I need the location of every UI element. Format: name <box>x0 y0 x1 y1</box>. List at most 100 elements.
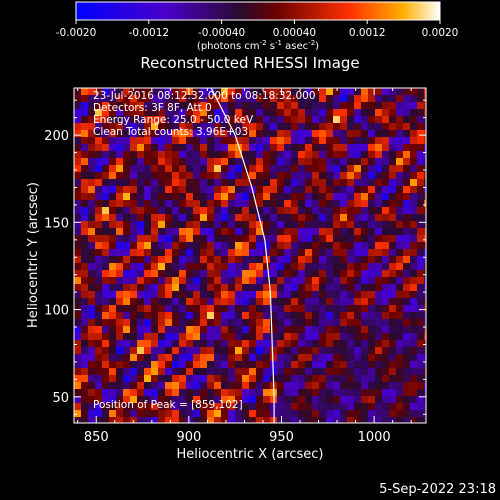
heatmap-cell <box>242 382 250 390</box>
heatmap-cell <box>193 102 201 110</box>
heatmap-cell <box>298 375 306 383</box>
heatmap-cell <box>186 319 194 327</box>
heatmap-cell <box>326 102 334 110</box>
heatmap-cell <box>102 354 110 362</box>
heatmap-cell <box>74 340 82 348</box>
heatmap-cell <box>291 116 299 124</box>
heatmap-cell <box>221 123 229 131</box>
heatmap-cell <box>165 305 173 313</box>
heatmap-cell <box>354 396 362 404</box>
heatmap-cell <box>312 333 320 341</box>
heatmap-cell <box>123 242 131 250</box>
heatmap-cell <box>130 207 138 215</box>
heatmap-cell <box>137 242 145 250</box>
heatmap-cell <box>256 172 264 180</box>
heatmap-cell <box>109 319 117 327</box>
heatmap-cell <box>151 242 159 250</box>
heatmap-cell <box>137 137 145 145</box>
heatmap-cell <box>354 214 362 222</box>
heatmap-cell <box>389 151 397 159</box>
heatmap-cell <box>228 340 236 348</box>
heatmap-cell <box>116 228 124 236</box>
heatmap-cell <box>263 130 271 138</box>
heatmap-cell <box>186 382 194 390</box>
heatmap-cell <box>298 284 306 292</box>
heatmap-cell <box>284 179 292 187</box>
heatmap-cell <box>424 193 426 201</box>
heatmap-cell <box>116 368 124 376</box>
heatmap-cell <box>81 305 89 313</box>
heatmap-cell <box>424 277 426 285</box>
heatmap-cell <box>81 88 89 96</box>
heatmap-cell <box>319 396 327 404</box>
heatmap-cell <box>172 214 180 222</box>
heatmap-cell <box>137 333 145 341</box>
heatmap-cell <box>74 333 82 341</box>
heatmap-cell <box>158 256 166 264</box>
heatmap-cell <box>375 277 383 285</box>
heatmap-cell <box>333 396 341 404</box>
heatmap-cell <box>270 263 278 271</box>
heatmap-cell <box>102 319 110 327</box>
heatmap-cell <box>144 305 152 313</box>
heatmap-cell <box>74 123 82 131</box>
heatmap-cell <box>200 88 208 96</box>
heatmap-cell <box>403 207 411 215</box>
heatmap-cell <box>207 326 215 334</box>
heatmap-cell <box>403 277 411 285</box>
heatmap-cell <box>179 214 187 222</box>
heatmap-cell <box>158 284 166 292</box>
heatmap-cell <box>368 284 376 292</box>
heatmap-cell <box>410 193 418 201</box>
heatmap-cell <box>228 333 236 341</box>
heatmap-cell <box>151 130 159 138</box>
heatmap-cell <box>284 270 292 278</box>
heatmap-cell <box>396 361 404 369</box>
heatmap-cell <box>249 347 257 355</box>
heatmap-cell <box>326 151 334 159</box>
heatmap-cell <box>95 368 103 376</box>
heatmap-cell <box>165 396 173 404</box>
heatmap-cell <box>165 116 173 124</box>
heatmap-cell <box>298 95 306 103</box>
heatmap-cell <box>375 410 383 418</box>
heatmap-cell <box>263 88 271 96</box>
heatmap-cell <box>74 221 82 229</box>
heatmap-cell <box>235 214 243 222</box>
heatmap-cell <box>102 144 110 152</box>
heatmap-cell <box>389 389 397 397</box>
heatmap-cell <box>249 179 257 187</box>
heatmap-cell <box>312 242 320 250</box>
heatmap-cell <box>305 263 313 271</box>
heatmap-cell <box>116 200 124 208</box>
heatmap-cell <box>284 109 292 117</box>
heatmap-cell <box>144 165 152 173</box>
heatmap-cell <box>270 123 278 131</box>
heatmap-cell <box>396 319 404 327</box>
heatmap-cell <box>235 277 243 285</box>
heatmap-cell <box>214 361 222 369</box>
heatmap-cell <box>298 123 306 131</box>
heatmap-cell <box>312 235 320 243</box>
heatmap-cell <box>319 151 327 159</box>
heatmap-cell <box>284 256 292 264</box>
heatmap-cell <box>130 277 138 285</box>
heatmap-cell <box>165 165 173 173</box>
heatmap-cell <box>375 95 383 103</box>
heatmap-cell <box>186 340 194 348</box>
heatmap-cell <box>172 284 180 292</box>
heatmap-cell <box>200 347 208 355</box>
heatmap-cell <box>207 193 215 201</box>
heatmap-cell <box>424 109 426 117</box>
heatmap-cell <box>277 368 285 376</box>
heatmap-cell <box>333 235 341 243</box>
heatmap-cell <box>81 396 89 404</box>
heatmap-cell <box>333 151 341 159</box>
heatmap-cell <box>214 284 222 292</box>
heatmap-cell <box>382 333 390 341</box>
heatmap-cell <box>424 333 426 341</box>
heatmap-cell <box>102 151 110 159</box>
heatmap-cell <box>207 179 215 187</box>
heatmap-cell <box>151 95 159 103</box>
heatmap-cell <box>144 382 152 390</box>
